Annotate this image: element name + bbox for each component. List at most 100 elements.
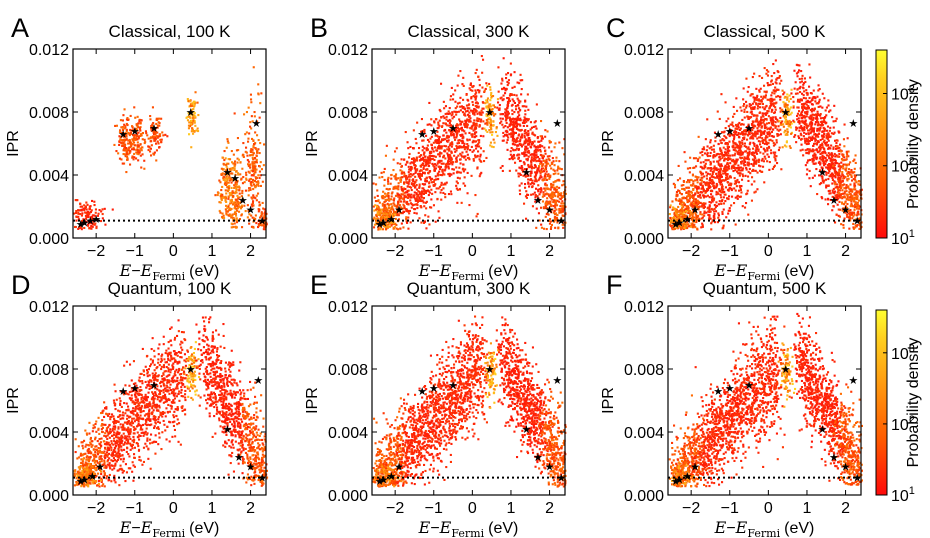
- density-point: [104, 223, 107, 226]
- density-point: [250, 214, 253, 217]
- density-point: [680, 193, 683, 196]
- density-point: [543, 227, 546, 230]
- density-point: [550, 220, 553, 223]
- density-point: [541, 195, 544, 198]
- density-point: [724, 171, 727, 174]
- density-point: [224, 195, 227, 198]
- density-point: [471, 141, 474, 144]
- density-point: [512, 120, 515, 123]
- density-point: [229, 169, 232, 172]
- density-point: [734, 142, 737, 145]
- density-point: [415, 192, 418, 195]
- density-point: [522, 161, 525, 164]
- density-point: [237, 172, 240, 175]
- density-point: [253, 172, 256, 175]
- density-point: [699, 170, 702, 173]
- density-point: [90, 227, 93, 230]
- density-point: [734, 182, 737, 185]
- density-point: [706, 181, 709, 184]
- density-point: [136, 115, 139, 118]
- density-point: [470, 145, 473, 148]
- density-point: [505, 121, 508, 124]
- density-point: [256, 120, 259, 123]
- density-point: [138, 149, 141, 152]
- density-point: [463, 148, 466, 151]
- density-point: [500, 120, 503, 123]
- density-point: [80, 228, 83, 231]
- density-point: [755, 159, 758, 162]
- density-point: [133, 141, 136, 144]
- density-point: [722, 179, 725, 182]
- density-point: [543, 146, 546, 149]
- density-point: [123, 144, 126, 147]
- density-point: [249, 125, 252, 128]
- density-point: [444, 168, 447, 171]
- density-point: [516, 140, 519, 143]
- density-point: [546, 193, 549, 196]
- density-point: [425, 160, 428, 163]
- density-point: [717, 162, 720, 165]
- density-point: [713, 210, 716, 213]
- density-point: [138, 151, 141, 154]
- density-point: [516, 97, 519, 100]
- density-point: [685, 181, 688, 184]
- density-point: [694, 179, 697, 182]
- density-point: [242, 142, 245, 145]
- density-point: [397, 228, 400, 231]
- density-point: [235, 187, 238, 190]
- density-point: [222, 163, 225, 166]
- density-point: [192, 119, 195, 122]
- density-point: [459, 171, 462, 174]
- density-point: [438, 170, 441, 173]
- density-point: [233, 112, 236, 115]
- density-point: [685, 223, 688, 226]
- density-point: [517, 99, 520, 102]
- density-point: [492, 120, 495, 123]
- density-point: [706, 167, 709, 170]
- density-point: [377, 207, 380, 210]
- star-marker: ★: [533, 194, 543, 207]
- density-point: [692, 182, 695, 185]
- density-point: [709, 141, 712, 144]
- density-point: [251, 201, 254, 204]
- density-point: [241, 167, 244, 170]
- density-point: [687, 195, 690, 198]
- density-point: [690, 191, 693, 194]
- density-point: [375, 223, 378, 226]
- density-point: [678, 198, 681, 201]
- density-point: [435, 141, 438, 144]
- density-point: [544, 187, 547, 190]
- density-point: [427, 156, 430, 159]
- density-point: [487, 108, 490, 111]
- density-point: [766, 147, 769, 150]
- density-point: [96, 214, 99, 217]
- density-point: [752, 124, 755, 127]
- density-point: [509, 150, 512, 153]
- density-point: [441, 162, 444, 165]
- density-point: [428, 161, 431, 164]
- density-point: [428, 223, 431, 226]
- density-point: [465, 124, 468, 127]
- density-point: [513, 137, 516, 140]
- density-point: [458, 128, 461, 131]
- density-point: [509, 62, 512, 65]
- density-point: [478, 91, 481, 94]
- density-point: [224, 169, 227, 172]
- density-point: [526, 134, 529, 137]
- density-point: [390, 177, 393, 180]
- density-point: [482, 150, 485, 153]
- density-point: [156, 140, 159, 143]
- density-point: [389, 182, 392, 185]
- density-point: [421, 199, 424, 202]
- density-point: [559, 198, 562, 201]
- density-point: [478, 145, 481, 148]
- density-point: [433, 163, 436, 166]
- density-point: [431, 162, 434, 165]
- y-tick-label: 0.000: [29, 231, 69, 248]
- density-point: [442, 172, 445, 175]
- density-point: [240, 178, 243, 181]
- density-point: [243, 204, 246, 207]
- density-point: [547, 193, 550, 196]
- density-point: [731, 165, 734, 168]
- density-point: [534, 134, 537, 137]
